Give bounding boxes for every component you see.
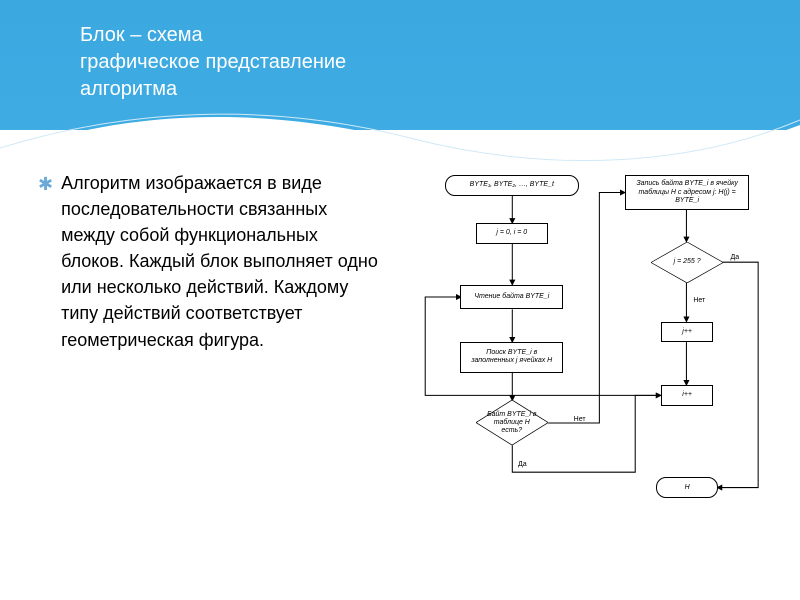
bullet-icon: ✱ [38,172,53,197]
flowchart-node-init: j = 0, i = 0 [476,223,548,243]
edge-label: Нет [693,297,705,304]
title-line-3: алгоритма [80,76,346,103]
node-label: Байт BYTE_i в таблице H есть? [476,400,548,445]
flowchart-node-read: Чтение байта BYTE_i [460,285,563,310]
flowchart-node-j255: j = 255 ? [651,242,723,283]
flowchart-node-start: BYTE₁, BYTE₂, …, BYTE_t [445,175,579,195]
edge-label: Нет [574,416,586,423]
title-line-1: Блок – схема [80,22,346,49]
flowchart-column: Нет Да Нет Да BYTE₁, BYTE₂, …, BYTE_tj = 0, … [388,170,780,590]
bullet-item: ✱ Алгоритм изображается в виде последова… [38,170,378,353]
content-area: ✱ Алгоритм изображается в виде последова… [38,170,780,590]
flowchart-node-found: Байт BYTE_i в таблице H есть? [476,400,548,445]
title-line-2: графическое представление [80,49,346,76]
body-paragraph: Алгоритм изображается в виде последовате… [61,170,378,353]
flowchart-node-ipp: i++ [661,385,713,405]
edge-label: Да [518,461,527,468]
flowchart-node-write: Запись байта BYTE_i в ячейку таблицы H с… [625,175,749,210]
flowchart: Нет Да Нет Да BYTE₁, BYTE₂, …, BYTE_tj = 0, … [388,170,780,590]
flowchart-node-jpp: j++ [661,322,713,342]
edge-label: Да [730,254,739,261]
wave-decoration [0,100,800,180]
node-label: j = 255 ? [651,242,723,283]
slide-title: Блок – схема графическое представление а… [80,22,346,103]
flowchart-node-end: H [656,477,718,497]
text-column: ✱ Алгоритм изображается в виде последова… [38,170,378,590]
flowchart-arrows [388,170,780,590]
flowchart-node-search: Поиск BYTE_i в заполненных j ячейках H [460,342,563,373]
